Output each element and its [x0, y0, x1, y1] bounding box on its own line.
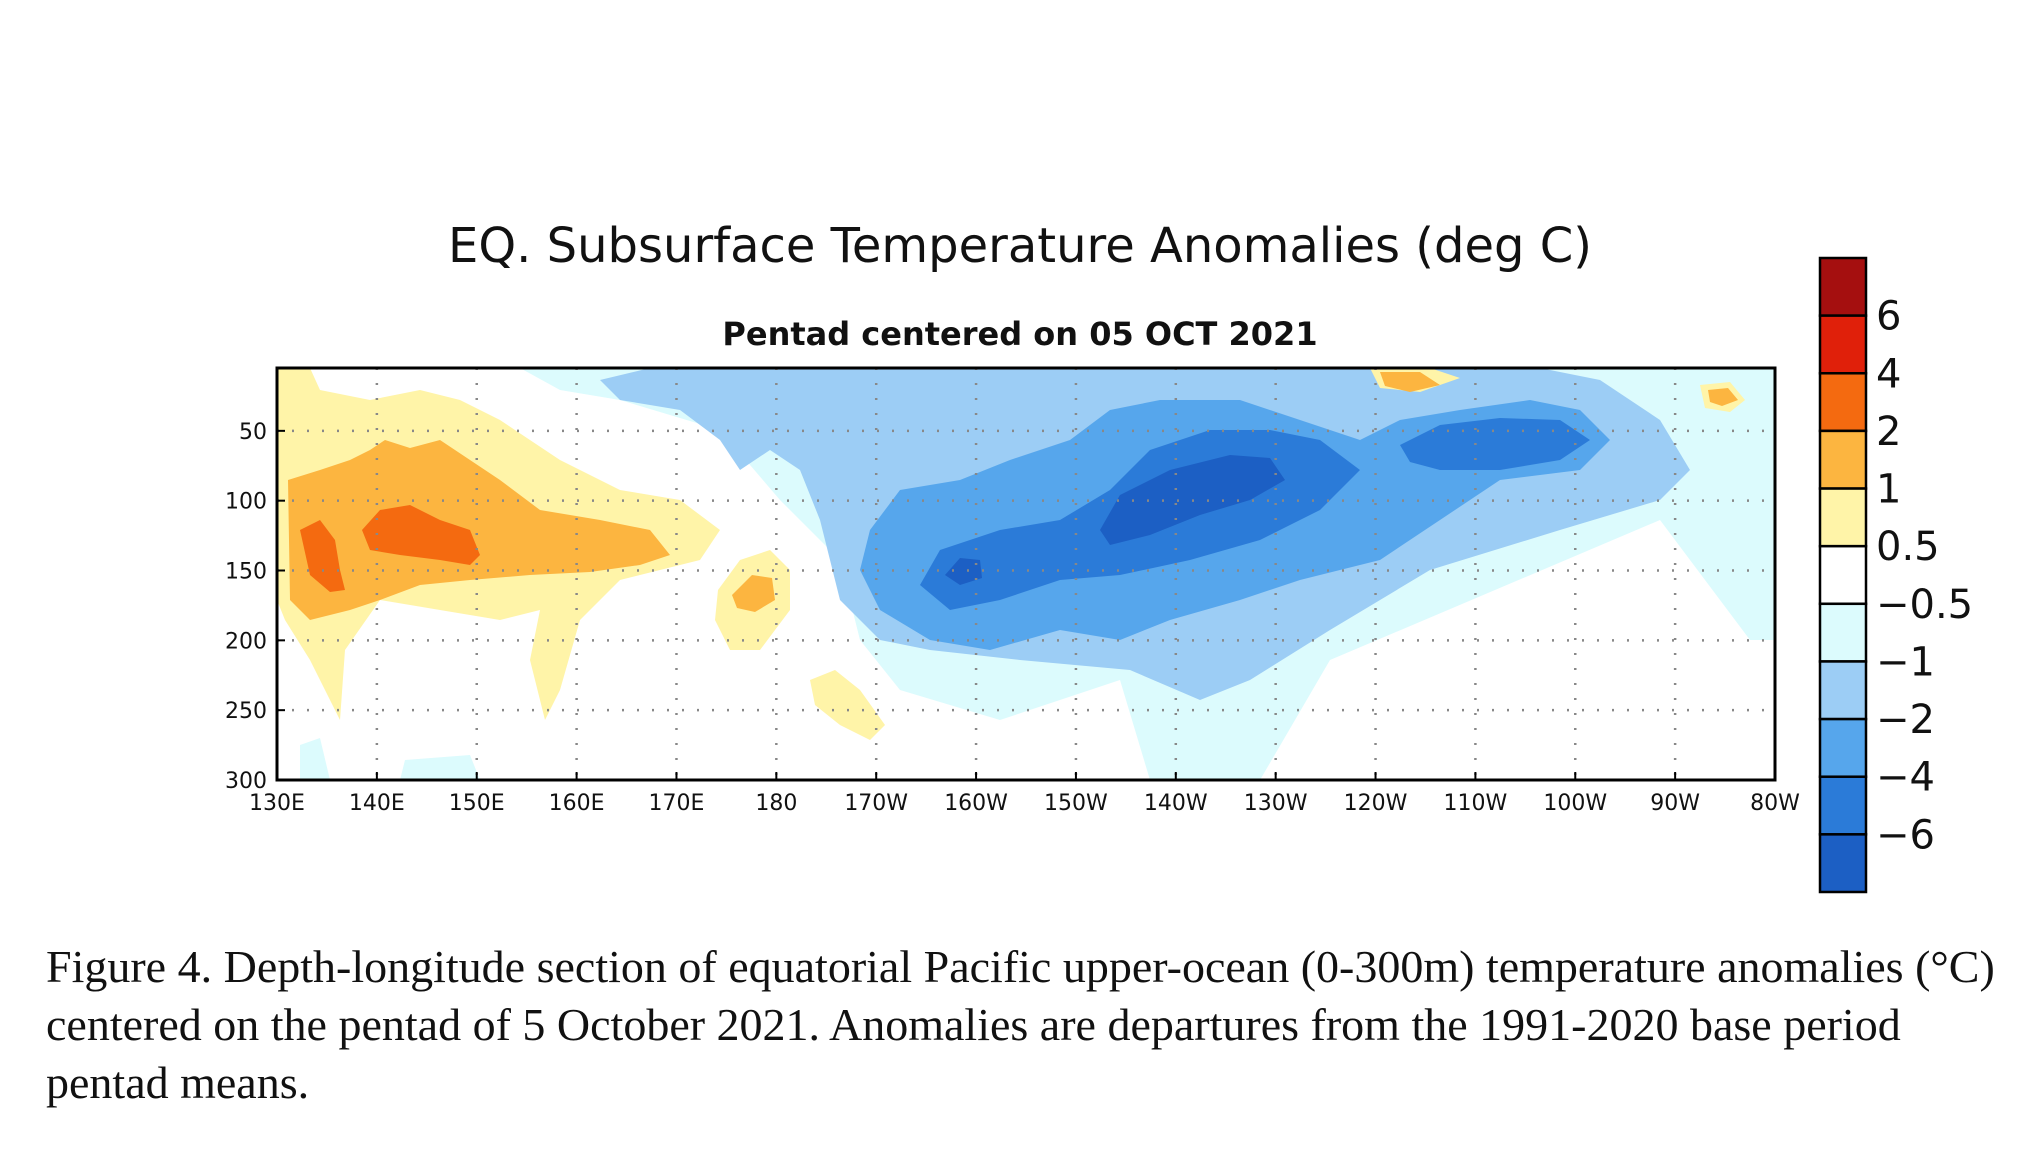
x-tick-label: 130E	[249, 791, 305, 816]
anomaly-band-pos1-northeast	[1380, 372, 1440, 392]
x-tick-label: 150W	[1044, 791, 1108, 816]
plot-area	[275, 366, 1777, 782]
anomaly-band-pos1	[288, 440, 670, 620]
x-tick-label: 90W	[1650, 791, 1700, 816]
y-tick-label: 50	[239, 420, 267, 445]
colorbar-label: 4	[1876, 351, 1901, 397]
colorbar-label: 1	[1876, 467, 1901, 513]
colorbar-swatch	[1818, 833, 1868, 894]
colorbar-swatch	[1818, 660, 1868, 721]
x-tick-label: 130W	[1244, 791, 1308, 816]
x-tick-label: 170E	[649, 791, 705, 816]
anomaly-band-pos2-east	[362, 505, 480, 565]
colorbar-swatch	[1818, 602, 1868, 663]
colorbar-label: −1	[1876, 639, 1935, 685]
figure-caption: Figure 4. Depth-longitude section of equ…	[46, 941, 1995, 1108]
anomaly-band-pos2-west	[300, 520, 345, 592]
x-tick-label: 170W	[844, 791, 908, 816]
anomaly-band-pos05-tail	[810, 670, 885, 740]
colorbar-swatch	[1818, 429, 1868, 490]
x-tick-label: 150E	[449, 791, 505, 816]
y-tick-label: 300	[225, 769, 267, 794]
x-tick-label: 140W	[1144, 791, 1208, 816]
colorbar: 6 4 2 1 0.5 −0.5 −1 −2 −4 −6	[1818, 256, 1973, 894]
x-tick-label: 160W	[944, 791, 1008, 816]
colorbar-label: −4	[1876, 755, 1935, 801]
x-tick-label: 80W	[1750, 791, 1800, 816]
colorbar-swatch	[1818, 372, 1868, 433]
colorbar-swatch	[1818, 256, 1868, 317]
anomaly-band-neg05-bottom	[300, 738, 330, 780]
chart-subtitle: Pentad centered on 05 OCT 2021	[722, 315, 1317, 353]
anomaly-band-neg6-small	[945, 558, 982, 585]
colorbar-label: 6	[1876, 294, 1901, 340]
y-axis: 50 100 150 200 250 300	[225, 420, 285, 794]
colorbar-label: 2	[1876, 409, 1901, 455]
colorbar-label: −0.5	[1876, 582, 1973, 628]
y-tick-label: 200	[225, 629, 267, 654]
colorbar-label: 0.5	[1876, 524, 1940, 570]
y-tick-label: 150	[225, 560, 267, 585]
x-tick-label: 120W	[1344, 791, 1408, 816]
x-tick-label: 140E	[349, 791, 405, 816]
y-tick-label: 100	[225, 490, 267, 515]
x-tick-label: 180	[755, 791, 797, 816]
anomaly-band-neg05-bottom2	[400, 755, 480, 780]
colorbar-swatch	[1818, 775, 1868, 836]
y-tick-label: 250	[225, 699, 267, 724]
anomaly-band-pos1-far-east	[1708, 388, 1738, 406]
x-tick-label: 160E	[549, 791, 605, 816]
colorbar-label: −2	[1876, 697, 1935, 743]
plot-frame	[275, 366, 1777, 782]
colorbar-swatch	[1818, 314, 1868, 375]
colorbar-label: −6	[1876, 812, 1935, 858]
colorbar-swatch	[1818, 717, 1868, 778]
chart-svg: EQ. Subsurface Temperature Anomalies (de…	[225, 218, 1973, 894]
colorbar-swatch	[1818, 487, 1868, 548]
chart-title: EQ. Subsurface Temperature Anomalies (de…	[448, 218, 1592, 274]
x-axis: 130E 140E 150E 160E 170E 180 170W 160W 150W 140W 1…	[249, 772, 1800, 816]
x-tick-label: 110W	[1444, 791, 1508, 816]
anomaly-band-pos1-mid	[732, 575, 775, 612]
x-tick-label: 100W	[1543, 791, 1607, 816]
colorbar-swatch	[1818, 544, 1868, 606]
